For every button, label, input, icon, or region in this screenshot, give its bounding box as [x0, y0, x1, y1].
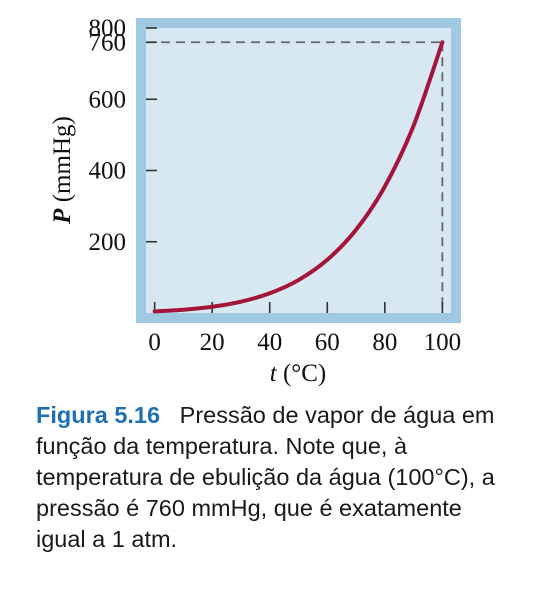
x-tick-label: 20: [200, 329, 225, 356]
y-tick-label: 400: [89, 158, 127, 185]
x-tick-label: 80: [372, 329, 397, 356]
x-axis-unit: (°C): [283, 360, 326, 387]
caption-label: Figura 5.16: [36, 402, 161, 428]
x-tick-label: 60: [315, 329, 340, 356]
x-axis-title: t (°C): [270, 360, 327, 387]
y-axis-title: P (mmHg): [49, 116, 76, 225]
y-axis-unit: (mmHg): [49, 116, 76, 202]
x-axis-variable: t: [270, 360, 278, 387]
y-axis-variable: P: [49, 208, 76, 225]
y-tick-label: 760: [89, 29, 127, 56]
x-tick-label: 0: [148, 329, 161, 356]
x-tick-label: 40: [257, 329, 282, 356]
y-tick-label: 600: [89, 86, 127, 113]
vapor-pressure-curve: [152, 40, 445, 314]
caption-text: Pressão de vapor de água em função da te…: [36, 402, 495, 552]
y-tick-label: 800: [89, 15, 127, 42]
x-tick-label: 100: [424, 329, 462, 356]
y-tick-label: 200: [89, 229, 127, 256]
plot-area: [146, 28, 451, 313]
figure-caption: Figura 5.16 Pressão de vapor de água em …: [36, 400, 516, 555]
x-axis-ticks: 0 20 40 60 80 100: [148, 302, 461, 356]
